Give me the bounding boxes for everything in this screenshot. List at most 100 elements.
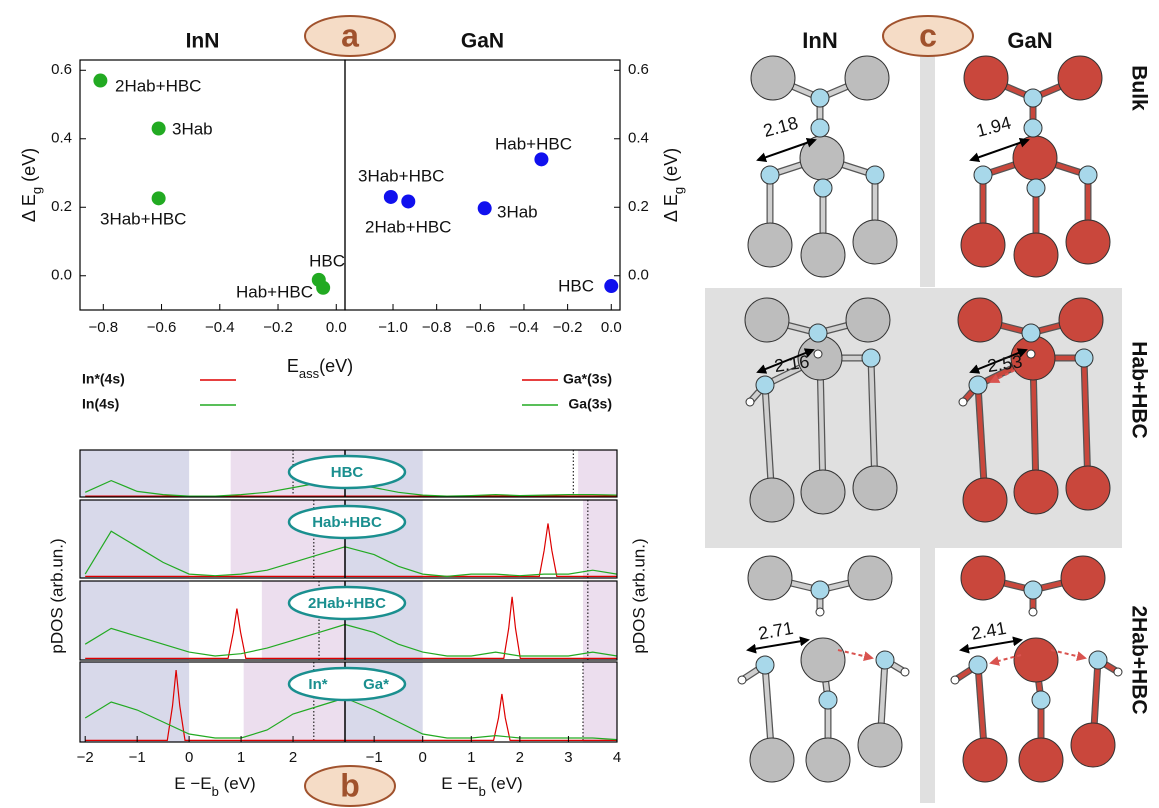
system-label: Hab+HBC <box>312 514 382 531</box>
data-point <box>384 190 398 204</box>
y-axis-label: pDOS (arb.un.) <box>629 538 648 653</box>
metal-atom <box>1058 56 1102 100</box>
nitrogen-atom <box>876 651 894 669</box>
data-point <box>152 121 166 135</box>
x-tick-label: −0.4 <box>509 319 539 336</box>
x-tick-label: 0.0 <box>601 319 622 336</box>
legend-label: In(4s) <box>82 396 119 412</box>
x-axis-label-unit: (eV) <box>486 774 523 793</box>
nitrogen-atom <box>1024 119 1042 137</box>
metal-atom <box>858 723 902 767</box>
data-point <box>478 201 492 215</box>
x-tick-label: −1 <box>129 749 146 766</box>
energy-region <box>583 662 617 742</box>
data-point <box>604 279 618 293</box>
data-point <box>152 191 166 205</box>
metal-atom <box>958 298 1002 342</box>
x-tick-label: −0.2 <box>263 319 293 336</box>
metal-atom <box>853 466 897 510</box>
data-point <box>534 152 548 166</box>
metal-atom <box>751 56 795 100</box>
x-axis-label-unit: (eV) <box>319 356 353 376</box>
metal-atom <box>801 638 845 682</box>
row-label: Hab+HBC <box>1127 341 1150 438</box>
metal-atom <box>748 556 792 600</box>
data-point <box>401 194 415 208</box>
hydrogen-atom <box>959 398 967 406</box>
y-tick-label: 0.0 <box>51 267 72 284</box>
bond-length: 1.94 <box>974 113 1013 141</box>
chart-title: GaN <box>461 30 504 53</box>
metal-atom <box>1014 638 1058 682</box>
legend-label: In*(4s) <box>82 371 125 387</box>
system-label: 2Hab+HBC <box>308 595 386 612</box>
x-axis-label-main: E −E <box>174 774 211 793</box>
metal-atom <box>845 56 889 100</box>
y-tick-label: 0.4 <box>51 130 72 147</box>
x-axis-label-main: E <box>287 356 299 376</box>
y-tick-label: 0.0 <box>628 267 649 284</box>
nitrogen-atom <box>1024 581 1042 599</box>
point-label: 2Hab+HBC <box>365 217 451 236</box>
x-axis-label: Eass(eV) <box>287 356 353 381</box>
y-tick-label: 0.6 <box>51 61 72 78</box>
hydrogen-atom <box>951 676 959 684</box>
x-tick-label: 3 <box>564 749 572 766</box>
divider <box>920 548 935 803</box>
system-label: In* <box>308 676 327 693</box>
nitrogen-atom <box>811 89 829 107</box>
point-label: Hab+HBC <box>236 282 313 301</box>
x-tick-label: −0.2 <box>553 319 583 336</box>
nitrogen-atom <box>756 656 774 674</box>
metal-atom <box>748 223 792 267</box>
nitrogen-atom <box>1022 324 1040 342</box>
x-tick-label: 0.0 <box>326 319 347 336</box>
metal-atom <box>1014 470 1058 514</box>
y-axis-label: pDOS (arb.un.) <box>47 538 66 653</box>
metal-atom <box>801 470 845 514</box>
metal-atom <box>1066 466 1110 510</box>
nitrogen-atom <box>974 166 992 184</box>
x-axis-label-main: E −E <box>441 774 478 793</box>
metal-atom <box>853 220 897 264</box>
point-label: HBC <box>558 276 594 295</box>
y-axis-label-sub: g <box>29 187 44 194</box>
metal-atom <box>750 478 794 522</box>
metal-atom <box>1059 298 1103 342</box>
data-point <box>93 74 107 88</box>
x-tick-label: −0.8 <box>422 319 452 336</box>
x-tick-label: −0.8 <box>88 319 118 336</box>
column-header: GaN <box>1007 28 1052 53</box>
hydrogen-atom <box>746 398 754 406</box>
nitrogen-atom <box>1032 691 1050 709</box>
legend-label: Ga(3s) <box>568 396 612 412</box>
panel-label: b <box>340 767 360 803</box>
metal-atom <box>961 223 1005 267</box>
metal-atom <box>848 556 892 600</box>
panel-label: a <box>341 17 359 53</box>
y-axis-label-main: Δ E <box>19 194 39 222</box>
x-tick-label: −0.6 <box>466 319 496 336</box>
hydrogen-atom <box>901 668 909 676</box>
point-label: 3Hab+HBC <box>358 166 444 185</box>
chart-title: InN <box>186 30 220 53</box>
x-tick-label: −0.4 <box>205 319 235 336</box>
x-axis-label-sub: b <box>212 784 219 799</box>
hydrogen-atom <box>738 676 746 684</box>
y-tick-label: 0.4 <box>628 130 649 147</box>
metal-atom <box>801 233 845 277</box>
point-label: HBC <box>309 251 345 270</box>
nitrogen-atom <box>1075 349 1093 367</box>
bond-length: 2.71 <box>757 618 795 644</box>
metal-atom <box>1071 723 1115 767</box>
nitrogen-atom <box>814 179 832 197</box>
x-tick-label: 2 <box>516 749 524 766</box>
metal-atom <box>750 738 794 782</box>
x-tick-label: −2 <box>77 749 94 766</box>
divider <box>920 55 935 287</box>
hydrogen-atom <box>814 350 822 358</box>
nitrogen-atom <box>1027 179 1045 197</box>
y-axis-label-sub: g <box>671 187 686 194</box>
nitrogen-atom <box>862 349 880 367</box>
point-label: Hab+HBC <box>495 134 572 153</box>
